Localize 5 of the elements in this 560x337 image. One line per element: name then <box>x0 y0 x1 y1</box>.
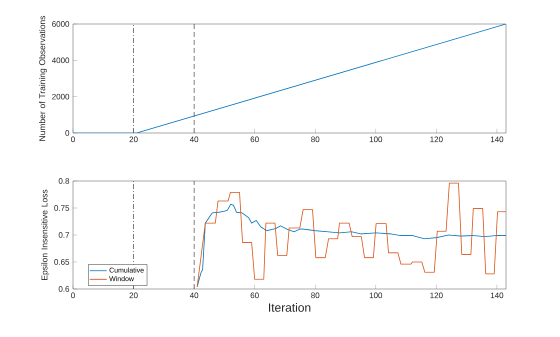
y-axis-title: Epsilon Insensitive Loss <box>41 190 50 280</box>
y-axis-title: Number of Training Observations <box>39 16 47 141</box>
x-axis-title: Iteration <box>269 303 310 312</box>
line-series <box>196 204 506 288</box>
line-series <box>196 182 506 288</box>
